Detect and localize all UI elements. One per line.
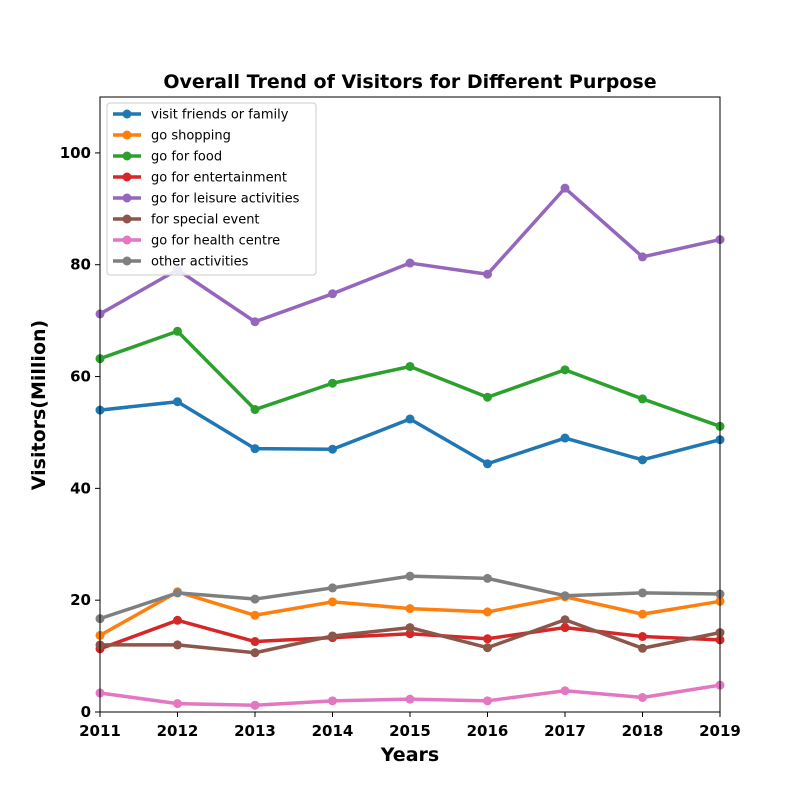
- data-point-go-for-health-centre-2018: [638, 692, 647, 702]
- x-tick-label: 2018: [622, 722, 664, 740]
- x-tick-label: 2014: [312, 722, 354, 740]
- data-point-for-special-event-2015: [405, 623, 415, 633]
- data-point-other-activities-2017: [560, 591, 570, 601]
- x-tick-label: 2012: [157, 722, 199, 740]
- data-point-go-for-leisure-activities-2014: [328, 289, 337, 299]
- data-point-other-activities-2016: [483, 573, 492, 583]
- data-point-other-activities-2018: [638, 588, 647, 598]
- data-point-go-for-leisure-activities-2018: [638, 252, 647, 262]
- x-tick-label: 2013: [234, 722, 276, 740]
- x-axis-label: Years: [380, 744, 439, 766]
- legend-box: [106, 102, 317, 276]
- data-point-go-for-health-centre-2013: [250, 700, 260, 710]
- x-tick-label: 2011: [79, 722, 121, 740]
- legend-label-visit-friends-or-family: visit friends or family: [151, 108, 289, 123]
- legend-marker-for-special-event: [122, 214, 132, 224]
- data-point-go-for-entertainment-2016: [483, 634, 492, 644]
- data-point-go-for-health-centre-2017: [560, 686, 570, 696]
- data-point-visit-friends-or-family-2017: [560, 433, 570, 443]
- y-tick-label: 60: [70, 368, 91, 386]
- legend-marker-go-for-leisure-activities: [122, 193, 132, 203]
- data-point-go-for-leisure-activities-2016: [483, 269, 492, 279]
- y-axis: 0 20 40 60 80 100: [60, 144, 100, 721]
- legend-label-go-for-food: go for food: [151, 150, 222, 165]
- data-point-go-for-food-2018: [638, 394, 647, 404]
- x-tick-label: 2016: [467, 722, 509, 740]
- y-tick-label: 40: [70, 479, 91, 497]
- legend-label-go-for-health-centre: go for health centre: [151, 234, 280, 249]
- data-point-for-special-event-2017: [560, 615, 570, 625]
- y-tick-label: 80: [70, 256, 91, 274]
- x-tick-label: 2019: [699, 722, 741, 740]
- data-point-go-for-entertainment-2013: [250, 637, 260, 647]
- data-point-go-shopping-2014: [328, 597, 337, 607]
- data-point-for-special-event-2012: [173, 640, 182, 650]
- data-point-visit-friends-or-family-2018: [638, 455, 647, 465]
- legend-label-go-for-leisure-activities: go for leisure activities: [151, 192, 300, 207]
- data-point-go-for-food-2013: [250, 405, 260, 415]
- legend-marker-go-for-entertainment: [122, 172, 132, 182]
- legend-marker-go-for-health-centre: [122, 235, 132, 245]
- data-point-go-shopping-2015: [405, 604, 415, 614]
- data-point-visit-friends-or-family-2016: [483, 459, 492, 469]
- legend-label-go-for-entertainment: go for entertainment: [151, 171, 287, 186]
- data-point-other-activities-2012: [173, 588, 182, 598]
- x-tick-label: 2017: [544, 722, 586, 740]
- legend-marker-visit-friends-or-family: [122, 109, 132, 119]
- legend-marker-go-shopping: [122, 130, 132, 140]
- data-point-go-for-health-centre-2016: [483, 696, 492, 706]
- data-point-for-special-event-2018: [638, 643, 647, 653]
- data-point-go-for-health-centre-2014: [328, 696, 337, 706]
- y-tick-label: 100: [60, 144, 91, 162]
- data-point-go-for-entertainment-2015: [405, 629, 415, 639]
- legend-label-other-activities: other activities: [151, 255, 249, 270]
- y-axis-label: Visitors(Million): [28, 320, 50, 490]
- data-point-other-activities-2015: [405, 571, 415, 581]
- data-point-visit-friends-or-family-2013: [250, 444, 260, 454]
- data-point-visit-friends-or-family-2014: [328, 444, 337, 454]
- data-point-go-for-health-centre-2015: [405, 694, 415, 704]
- legend: visit friends or family go shopping go for…: [106, 102, 317, 276]
- plot-area: [95, 96, 725, 713]
- data-point-go-for-food-2016: [483, 392, 492, 402]
- data-point-go-shopping-2013: [250, 610, 260, 620]
- data-point-visit-friends-or-family-2012: [173, 397, 182, 407]
- x-axis: 2011 2012 2013 2014 2015 2016 2017 2018 2019: [79, 712, 741, 740]
- data-point-go-for-health-centre-2012: [173, 699, 182, 709]
- data-point-other-activities-2014: [328, 583, 337, 593]
- data-point-go-for-leisure-activities-2015: [405, 258, 415, 268]
- legend-label-for-special-event: for special event: [151, 213, 260, 228]
- legend-marker-other-activities: [122, 256, 132, 266]
- data-point-go-for-food-2014: [328, 378, 337, 388]
- legend-label-go-shopping: go shopping: [151, 129, 231, 144]
- y-tick-label: 20: [70, 591, 91, 609]
- chart-title: Overall Trend of Visitors for Different …: [163, 71, 656, 93]
- data-point-go-shopping-2016: [483, 607, 492, 617]
- data-point-for-special-event-2014: [328, 631, 337, 641]
- data-point-go-for-leisure-activities-2017: [560, 183, 570, 193]
- data-point-go-for-entertainment-2017: [560, 623, 570, 633]
- data-point-go-for-entertainment-2012: [173, 615, 182, 625]
- data-point-visit-friends-or-family-2015: [405, 414, 415, 424]
- data-point-for-special-event-2013: [250, 648, 260, 658]
- x-tick-label: 2015: [389, 722, 431, 740]
- legend-marker-go-for-food: [122, 151, 132, 161]
- data-point-go-for-food-2012: [173, 326, 182, 336]
- data-point-go-for-entertainment-2018: [638, 632, 647, 642]
- data-point-go-for-food-2015: [405, 361, 415, 371]
- y-tick-label: 0: [81, 703, 91, 721]
- data-point-go-for-food-2017: [560, 365, 570, 375]
- data-point-go-shopping-2018: [638, 609, 647, 619]
- data-point-go-for-leisure-activities-2013: [250, 317, 260, 327]
- data-point-for-special-event-2016: [483, 643, 492, 653]
- data-point-other-activities-2013: [250, 594, 260, 604]
